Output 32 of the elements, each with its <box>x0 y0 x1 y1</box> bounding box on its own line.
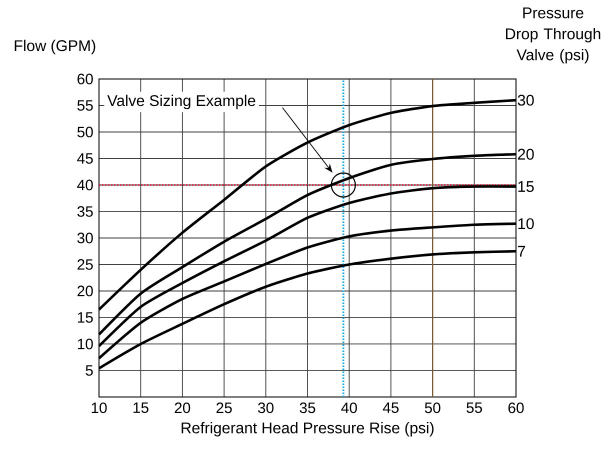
legend-title: Pressure Drop Through Valve (psi) <box>506 8 600 64</box>
series-label: 10 <box>518 218 534 230</box>
y-tick-label: 60 <box>78 74 93 84</box>
y-tick-label: 30 <box>77 232 93 244</box>
x-tick-label: 55 <box>466 402 482 413</box>
series-label: 15 <box>518 181 534 192</box>
y-tick-label: 35 <box>77 206 93 217</box>
x-axis-title: Refrigerant Head Pressure Rise (psi) <box>182 422 434 436</box>
y-tick-label: 15 <box>78 312 93 323</box>
x-tick-label: 40 <box>341 402 357 414</box>
y-tick-label: 50 <box>77 126 93 138</box>
x-tick-label: 15 <box>134 402 148 413</box>
y-axis-title: Flow (GPM) <box>14 40 96 54</box>
x-tick-label: 20 <box>174 402 190 414</box>
series-label: 20 <box>518 148 534 160</box>
x-tick-label: 50 <box>424 402 440 414</box>
x-tick-label: 25 <box>216 402 232 414</box>
x-tick-label: 45 <box>382 402 399 413</box>
annotation: Valve Sizing Example <box>107 94 256 110</box>
y-tick-label: 40 <box>77 180 93 190</box>
y-tick-label: 55 <box>77 100 93 111</box>
x-tick-label: 30 <box>258 402 274 414</box>
y-tick-label: 45 <box>77 153 93 164</box>
y-tick-label: 25 <box>78 259 93 270</box>
x-tick-label: 35 <box>300 402 316 414</box>
x-tick-label: 60 <box>508 402 524 414</box>
y-tick-label: 20 <box>78 286 93 296</box>
series-label: 30 <box>518 94 534 106</box>
series-label: 7 <box>518 246 526 257</box>
y-tick-label: 10 <box>78 338 93 350</box>
y-tick-label: 5 <box>86 365 93 376</box>
x-tick-label: 10 <box>92 402 107 414</box>
